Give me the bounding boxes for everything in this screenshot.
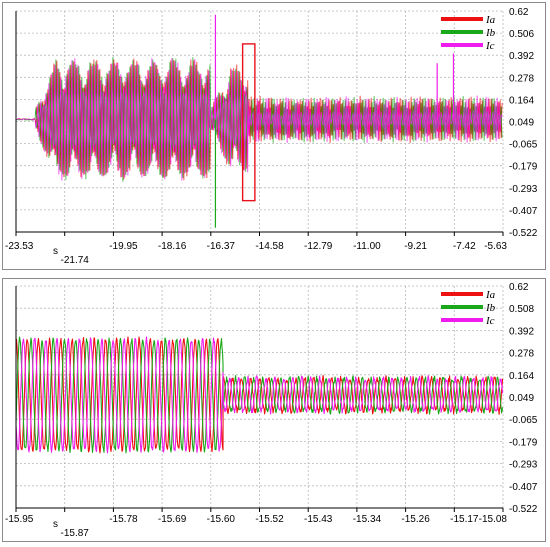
- y-tick-label: -0.407: [509, 206, 538, 217]
- y-tick-label: 0.278: [509, 73, 534, 84]
- bottom-chart: 0.62 0.508 0.392 0.278 0.164 0.049 -0.065 -0.17…: [5, 282, 538, 539]
- x-tick-label: -15.17: [450, 514, 479, 525]
- series-line-ia: [15, 336, 504, 454]
- x-tick-label: -18.16: [158, 241, 187, 252]
- x-tick-label: -9.21: [404, 241, 427, 252]
- top-chart: 0.62 0.506 0.392 0.278 0.164 0.049 -0.065 -0.17…: [5, 7, 538, 266]
- x-tick-label: -5.63: [484, 241, 507, 252]
- y-tick-label: 0.506: [509, 29, 534, 40]
- bottom-chart-panel: 0.62 0.508 0.392 0.278 0.164 0.049 -0.065 -0.17…: [2, 278, 546, 542]
- y-tick-label: -0.179: [509, 162, 538, 173]
- legend-label-ic: Ic: [485, 40, 495, 52]
- y-tick-label: 0.049: [509, 118, 534, 129]
- x-tick-label: -15.43: [304, 514, 333, 525]
- highlight-box: [241, 43, 256, 202]
- x-tick-label: -12.79: [304, 241, 333, 252]
- x-tick-label: -7.42: [453, 241, 476, 252]
- top-chart-panel: 0.62 0.506 0.392 0.278 0.164 0.049 -0.065 -0.17…: [2, 2, 546, 270]
- y-tick-label: 0.392: [509, 326, 534, 337]
- x-tick-label: -15.69: [158, 514, 187, 525]
- x-tick-label: -21.74: [61, 255, 90, 266]
- y-tick-label: -0.179: [509, 437, 538, 448]
- x-tick-label: -23.53: [5, 241, 34, 252]
- x-tick-label: -15.78: [109, 514, 138, 525]
- series-line-ic: [15, 336, 504, 454]
- y-tick-label: -0.065: [509, 415, 538, 426]
- x-tick-label: -11.00: [353, 241, 381, 252]
- y-tick-label: 0.62: [509, 282, 529, 293]
- x-tick-label: -15.60: [207, 514, 236, 525]
- legend-label-ia: Ia: [485, 289, 496, 301]
- y-tick-label: -0.522: [509, 228, 538, 239]
- y-tick-label: 0.049: [509, 393, 534, 404]
- legend-label-ic: Ic: [485, 315, 495, 327]
- x-tick-label: -14.58: [255, 241, 284, 252]
- x-tick-label: -15.52: [255, 514, 284, 525]
- y-tick-label: -0.407: [509, 482, 538, 493]
- y-tick-label: -0.065: [509, 140, 538, 151]
- legend-label-ib: Ib: [485, 302, 496, 314]
- y-tick-label: -0.522: [509, 504, 538, 515]
- x-tick-label: -15.34: [353, 514, 382, 525]
- x-axis-unit-label: s: [53, 246, 58, 257]
- series-line-ic: [15, 58, 503, 181]
- y-tick-label: 0.164: [509, 371, 534, 382]
- x-tick-label: -15.26: [401, 514, 430, 525]
- x-tick-label: -15.87: [61, 528, 90, 539]
- y-tick-label: -0.293: [509, 460, 538, 471]
- y-tick-label: 0.508: [509, 304, 534, 315]
- legend-label-ia: Ia: [485, 14, 496, 26]
- x-axis-unit-label: s: [53, 519, 58, 530]
- x-tick-label: -16.37: [207, 241, 236, 252]
- legend-label-ib: Ib: [485, 27, 496, 39]
- y-tick-label: 0.62: [509, 7, 529, 18]
- series-line-ib: [15, 336, 504, 454]
- y-tick-label: -0.293: [509, 184, 538, 195]
- x-tick-label: -15.08: [479, 514, 508, 525]
- x-tick-label: -19.95: [109, 241, 138, 252]
- y-tick-label: 0.278: [509, 349, 534, 360]
- x-tick-label: -15.95: [5, 514, 34, 525]
- y-tick-label: 0.392: [509, 51, 534, 62]
- y-tick-label: 0.164: [509, 95, 534, 106]
